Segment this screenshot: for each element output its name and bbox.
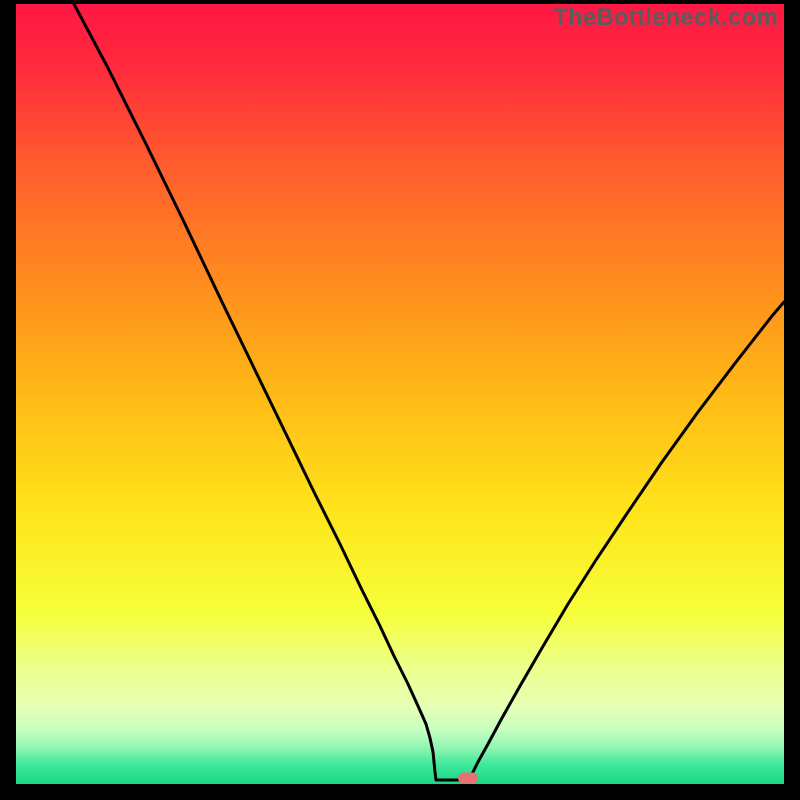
plot-area	[16, 4, 784, 784]
optimum-marker	[458, 773, 478, 784]
chart-frame: TheBottleneck.com	[0, 0, 800, 800]
watermark-text: TheBottleneck.com	[553, 4, 778, 32]
bottleneck-curve	[16, 4, 784, 784]
